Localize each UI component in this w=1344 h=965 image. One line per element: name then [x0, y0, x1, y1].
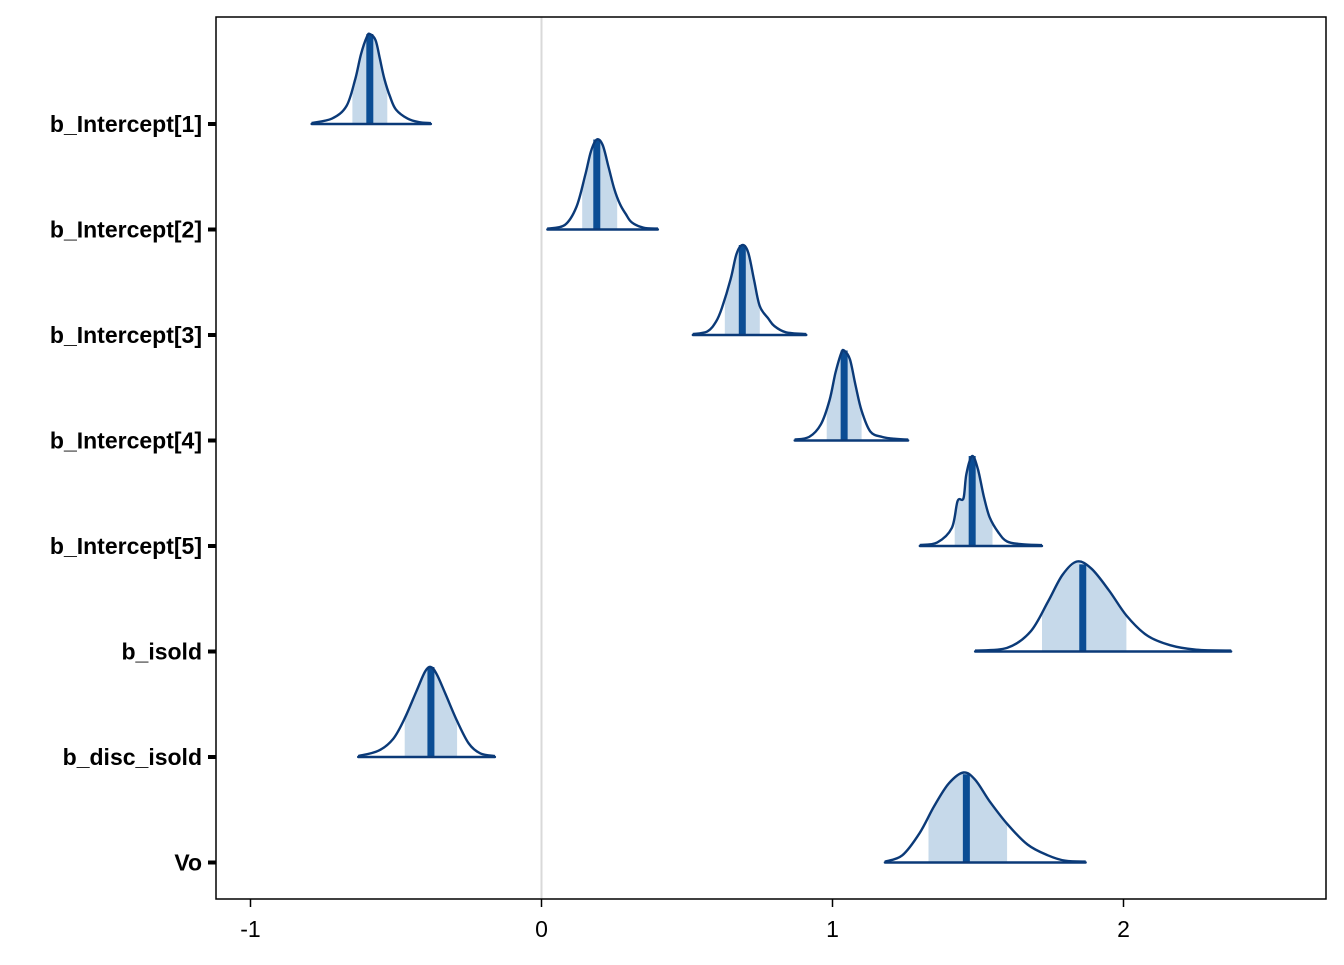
- density-group: [691, 243, 808, 337]
- y-tick-label: b_disc_isold: [63, 744, 202, 770]
- density-outline: [547, 138, 658, 230]
- y-tick-label: b_Intercept[2]: [50, 217, 202, 243]
- y-tick-label: b_isold: [121, 639, 202, 665]
- density-outline: [794, 348, 909, 441]
- y-tick-label: b_Intercept[5]: [50, 533, 202, 559]
- density-group: [883, 771, 1087, 864]
- density-outline: [884, 771, 1086, 863]
- density-group: [918, 454, 1044, 548]
- density-outline: [974, 560, 1232, 652]
- y-tick-label: Vo: [174, 850, 202, 876]
- density-group: [356, 665, 497, 759]
- x-tick-label: 1: [826, 916, 839, 942]
- y-tick-label: b_Intercept[1]: [50, 111, 202, 137]
- density-group: [973, 560, 1233, 653]
- density-outline: [692, 243, 807, 336]
- density-outline: [919, 454, 1043, 547]
- density-group: [793, 348, 910, 442]
- y-tick-label: b_Intercept[3]: [50, 322, 202, 348]
- density-outline: [311, 32, 432, 125]
- x-tick-label: -1: [240, 916, 260, 942]
- x-tick-label: 0: [535, 916, 548, 942]
- density-outline: [357, 665, 496, 758]
- density-group: [546, 138, 660, 231]
- panel-border: [215, 16, 1327, 900]
- density-group: [310, 32, 433, 126]
- y-tick-label: b_Intercept[4]: [50, 428, 202, 454]
- x-tick-label: 2: [1117, 916, 1130, 942]
